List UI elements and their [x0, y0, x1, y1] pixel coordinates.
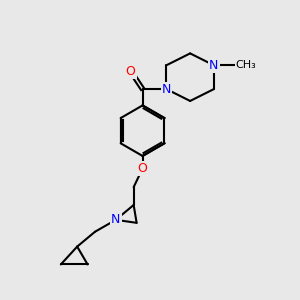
Text: N: N — [162, 82, 171, 96]
Text: O: O — [138, 162, 148, 175]
Text: N: N — [111, 213, 121, 226]
Text: N: N — [209, 59, 219, 72]
Text: O: O — [126, 65, 136, 78]
Text: CH₃: CH₃ — [236, 60, 256, 70]
